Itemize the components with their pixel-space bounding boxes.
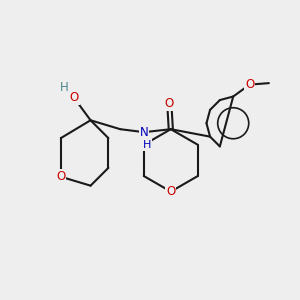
Text: N: N <box>140 126 148 139</box>
Text: O: O <box>166 185 176 198</box>
Text: O: O <box>245 78 254 91</box>
Text: O: O <box>56 170 65 183</box>
Text: H: H <box>143 140 151 150</box>
Text: O: O <box>70 92 79 104</box>
Text: H: H <box>59 81 68 94</box>
Text: O: O <box>165 98 174 110</box>
